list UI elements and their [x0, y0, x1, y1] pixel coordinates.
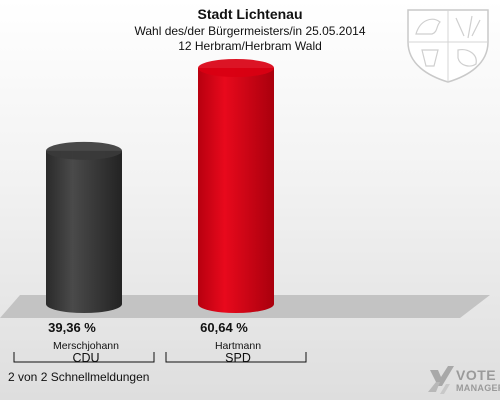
value-label: 39,36 % [48, 320, 96, 335]
logo-text-vote: VOTE [456, 367, 497, 383]
value-label: 60,64 % [200, 320, 248, 335]
bar-cdu [46, 141, 122, 313]
vote-check-icon [428, 366, 454, 394]
party-label: SPD [225, 351, 251, 365]
vote-manager-logo: VOTE MANAGER [426, 364, 500, 398]
coat-of-arms-icon [407, 9, 489, 83]
bar-spd [198, 59, 274, 313]
district-label: 12 Herbram/Herbram Wald [178, 39, 322, 53]
party-label: CDU [72, 351, 99, 365]
category-bracket [165, 352, 307, 363]
candidate-label: Hartmann [215, 340, 261, 352]
chart-subtitle: Wahl des/der Bürgermeisters/in 25.05.201… [134, 24, 366, 38]
chart-title: Stadt Lichtenau [197, 6, 303, 22]
status-text: 2 von 2 Schnellmeldungen [8, 370, 150, 384]
category-bracket [13, 352, 155, 363]
candidate-label: Merschjohann [53, 340, 119, 352]
logo-text-manager: MANAGER [456, 383, 500, 393]
